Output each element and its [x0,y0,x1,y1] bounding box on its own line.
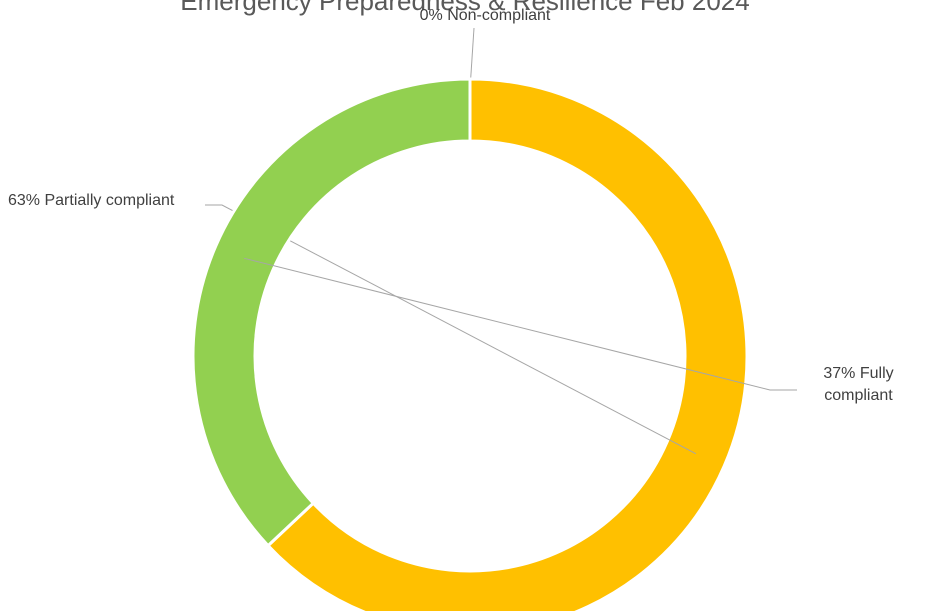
donut-slice [191,77,472,548]
chart-title: Emergency Preparedness & Resilience Feb … [180,0,750,16]
leader-line [244,257,797,391]
category-label: Partially compliant [44,192,175,209]
category-label: Non-compliant [447,7,551,24]
leader-line [205,204,697,455]
value-label: 63% [8,192,41,209]
data-label: 0% Non-compliant [385,5,585,27]
category-label: Fully compliant [824,365,894,404]
data-label: 63% Partially compliant [8,190,208,212]
value-label: 0% [419,7,443,24]
value-label: 37% [823,365,856,382]
donut-slice [265,77,749,611]
data-label: 37% Fully compliant [795,363,922,407]
